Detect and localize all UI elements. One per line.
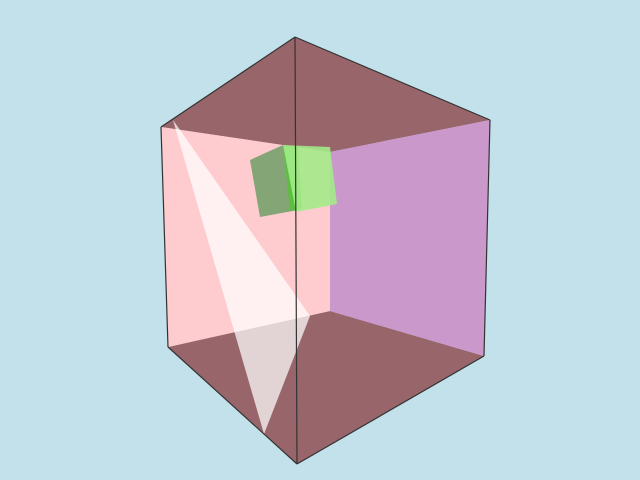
light-beam [173, 120, 310, 434]
box-edges [160, 36, 491, 465]
green-cube [250, 145, 337, 217]
box-right-wall [330, 120, 490, 356]
box-ceiling [161, 37, 490, 152]
cube-right-face [283, 145, 337, 212]
